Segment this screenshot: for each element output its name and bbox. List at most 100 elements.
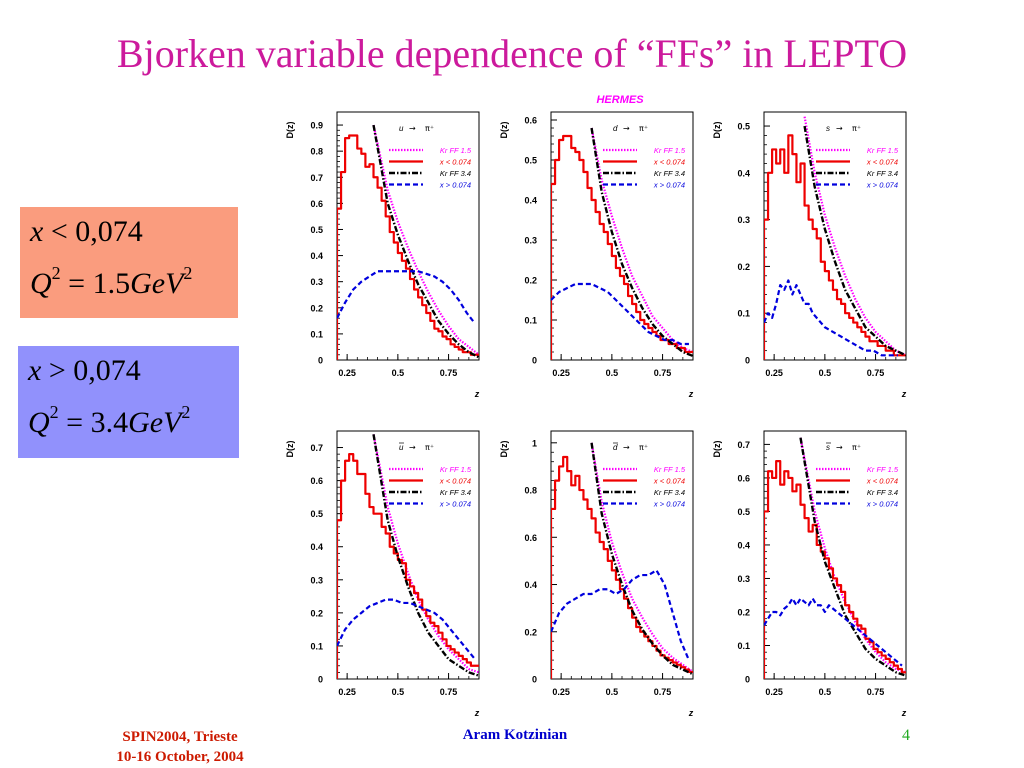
panel-s: 0 0.1 0.2 0.3 0.4 0.5 0.25 0.5 0.75 D(z) z s → π⁺ Kr F… — [712, 111, 907, 399]
legend-entry: x < 0.074 — [653, 158, 685, 167]
legend-entry: x > 0.074 — [439, 500, 471, 509]
legend-entry: Kr FF 3.4 — [867, 169, 898, 178]
x-tick-label: 0.25 — [765, 368, 783, 378]
x-relation: > 0,074 — [48, 354, 141, 387]
y-tick-label: 0 — [318, 675, 323, 685]
x-tick-label: 0.5 — [392, 687, 405, 697]
legend-entry: Kr FF 3.4 — [440, 488, 471, 497]
legend-entry: x > 0.074 — [653, 181, 685, 190]
y-tick-label: 0 — [532, 356, 537, 366]
x-tick-label: 0.5 — [392, 368, 405, 378]
y-tick-label: 0.4 — [310, 251, 323, 261]
x-axis-label: z — [901, 389, 907, 399]
series-line — [551, 282, 689, 346]
y-axis-label: D(z) — [499, 441, 509, 458]
panel-sbar: 0 0.1 0.2 0.3 0.4 0.5 0.6 0.7 0.25 0.5 0.75 D(z) z s →… — [712, 430, 907, 718]
x-tick-label: 0.25 — [552, 368, 570, 378]
x-tick-label: 0.5 — [819, 687, 832, 697]
y-tick-label: 0.1 — [310, 329, 323, 339]
y-axis-label: D(z) — [285, 441, 295, 458]
y-tick-label: 0.2 — [524, 627, 537, 637]
y-axis-label: D(z) — [712, 122, 722, 139]
kinematics-box-low-x: x < 0,074 Q2 = 1.5GeV2 — [20, 207, 238, 318]
conference-info: SPIN2004, Trieste 10-16 October, 2004 — [90, 727, 270, 767]
panel-dbar: 0 0.2 0.4 0.6 0.8 1 0.25 0.5 0.75 D(z) z d → π⁺ Kr FF … — [499, 430, 694, 718]
y-axis-label: D(z) — [285, 122, 295, 139]
y-tick-label: 0.6 — [737, 473, 750, 483]
conference-dates: 10-16 October, 2004 — [116, 749, 244, 765]
x-condition: x > 0,074 — [28, 354, 141, 388]
legend-entry: Kr FF 1.5 — [440, 465, 472, 474]
series-line — [551, 455, 693, 679]
legend-entry: x < 0.074 — [439, 158, 471, 167]
series-line — [590, 442, 693, 676]
hadron-label: π⁺ — [639, 124, 648, 133]
y-tick-label: 1 — [532, 438, 537, 448]
x-condition: x < 0,074 — [30, 215, 143, 249]
y-tick-label: 0.7 — [310, 443, 323, 453]
q2-condition: Q2 = 3.4GeV2 — [28, 403, 190, 440]
page-number: 4 — [902, 727, 910, 744]
q2-value: = 3.4 — [66, 406, 129, 439]
q2-value: = 1.5 — [68, 267, 131, 300]
legend-entry: x < 0.074 — [866, 158, 898, 167]
y-tick-label: 0.1 — [737, 309, 750, 319]
x-symbol: x — [30, 215, 44, 248]
series-line — [764, 597, 903, 667]
x-tick-label: 0.75 — [654, 687, 672, 697]
arrow-icon: → — [623, 124, 630, 133]
legend-entry: x < 0.074 — [439, 477, 471, 486]
y-tick-label: 0.3 — [310, 575, 323, 585]
legend-entry: x > 0.074 — [653, 500, 685, 509]
y-tick-label: 0.2 — [310, 303, 323, 313]
arrow-icon: → — [836, 124, 843, 133]
y-tick-label: 0 — [745, 675, 750, 685]
y-tick-label: 0.4 — [524, 196, 537, 206]
y-tick-label: 0.1 — [524, 316, 537, 326]
y-tick-label: 0.4 — [310, 542, 323, 552]
series-line — [372, 434, 479, 677]
legend-entry: Kr FF 3.4 — [440, 169, 471, 178]
series-line — [590, 127, 693, 358]
x-tick-label: 0.25 — [552, 687, 570, 697]
x-tick-label: 0.75 — [440, 687, 458, 697]
arrow-icon: → — [836, 443, 843, 452]
hadron-label: π⁺ — [639, 443, 648, 452]
x-tick-label: 0.25 — [338, 687, 356, 697]
y-tick-label: 0.5 — [524, 156, 537, 166]
series-line — [590, 127, 693, 354]
hadron-label: π⁺ — [852, 443, 861, 452]
hadron-label: π⁺ — [425, 443, 434, 452]
x-tick-label: 0.5 — [819, 368, 832, 378]
kinematics-box-high-x: x > 0,074 Q2 = 3.4GeV2 — [18, 346, 239, 458]
y-tick-label: 0.6 — [524, 533, 537, 543]
arrow-icon: → — [623, 443, 630, 452]
x-tick-label: 0.75 — [867, 368, 885, 378]
series-group — [764, 116, 906, 360]
q2-unit: GeV — [128, 406, 182, 439]
q-symbol: Q — [30, 267, 52, 300]
legend-entry: Kr FF 3.4 — [654, 169, 685, 178]
x-symbol: x — [28, 354, 42, 387]
series-line — [799, 437, 906, 674]
series-line — [337, 270, 476, 325]
y-tick-label: 0.2 — [737, 607, 750, 617]
panel-u: 0 0.1 0.2 0.3 0.4 0.5 0.6 0.7 0.8 0.9 0.25 0.5 0.75 D… — [285, 111, 480, 399]
series-line — [551, 569, 690, 661]
x-axis-label: z — [474, 708, 480, 718]
slide-title: Bjorken variable dependence of “FFs” in … — [116, 31, 908, 76]
y-axis-label: D(z) — [499, 122, 509, 139]
legend-entry: x < 0.074 — [866, 477, 898, 486]
y-tick-label: 0.5 — [737, 122, 750, 132]
series-line — [764, 460, 906, 679]
hadron-label: π⁺ — [852, 124, 861, 133]
q2-unit: GeV — [130, 267, 184, 300]
series-line — [764, 134, 906, 360]
x-tick-label: 0.75 — [440, 368, 458, 378]
y-tick-label: 0.6 — [310, 476, 323, 486]
legend-entry: Kr FF 1.5 — [867, 465, 899, 474]
x-tick-label: 0.5 — [606, 368, 619, 378]
series-line — [337, 453, 479, 679]
series-line — [803, 125, 906, 357]
y-tick-label: 0.9 — [310, 121, 323, 131]
